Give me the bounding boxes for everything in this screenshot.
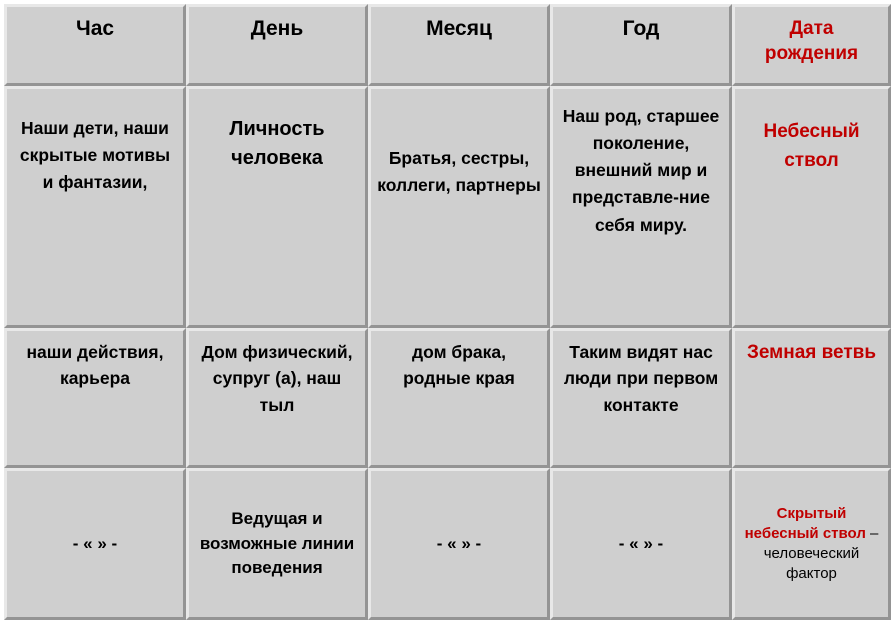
- header-hour: Час: [4, 4, 186, 86]
- cell-day-branch: Дом физический, супруг (а), наш тыл: [186, 328, 368, 468]
- header-month: Месяц: [368, 4, 550, 86]
- cell-year-branch: Таким видят нас люди при первом контакте: [550, 328, 732, 468]
- header-birthdate-line2: рождения: [765, 43, 858, 64]
- earthly-branch-row: наши действия, карьера Дом физический, с…: [4, 328, 891, 468]
- cell-hour-stem: Наши дети, наши скрытые мотивы и фантази…: [4, 86, 186, 328]
- cell-hour-hidden: - « » -: [4, 468, 186, 620]
- heavenly-stem-row: Наши дети, наши скрытые мотивы и фантази…: [4, 86, 891, 328]
- cell-month-hidden: - « » -: [368, 468, 550, 620]
- cell-year-stem: Наш род, старшее поколение, внешний мир …: [550, 86, 732, 328]
- header-birthdate-line1: Дата: [790, 18, 834, 39]
- hidden-stem-dash: –: [866, 525, 879, 542]
- cell-year-hidden: - « » -: [550, 468, 732, 620]
- label-hidden-stem: Скрытый небесный ствол – человеческий фа…: [732, 468, 891, 620]
- cell-hour-branch: наши действия, карьера: [4, 328, 186, 468]
- hidden-stem-red: Скрытый небесный ствол: [745, 505, 866, 542]
- header-day: День: [186, 4, 368, 86]
- cell-day-stem: Личность человека: [186, 86, 368, 328]
- header-year: Год: [550, 4, 732, 86]
- label-heavenly-stem: Небесный ствол: [732, 86, 891, 328]
- label-earthly-branch: Земная ветвь: [732, 328, 891, 468]
- hidden-stem-row: - « » - Ведущая и возможные линии поведе…: [4, 468, 891, 620]
- hidden-stem-plain: человеческий фактор: [764, 545, 860, 582]
- cell-month-stem: Братья, сестры, коллеги, партнеры: [368, 86, 550, 328]
- bazi-meaning-table: Час День Месяц Год Дата рождения Наши де…: [4, 4, 891, 620]
- header-birthdate: Дата рождения: [732, 4, 891, 86]
- cell-month-branch: дом брака, родные края: [368, 328, 550, 468]
- cell-day-hidden: Ведущая и возможные линии поведения: [186, 468, 368, 620]
- header-row: Час День Месяц Год Дата рождения: [4, 4, 891, 86]
